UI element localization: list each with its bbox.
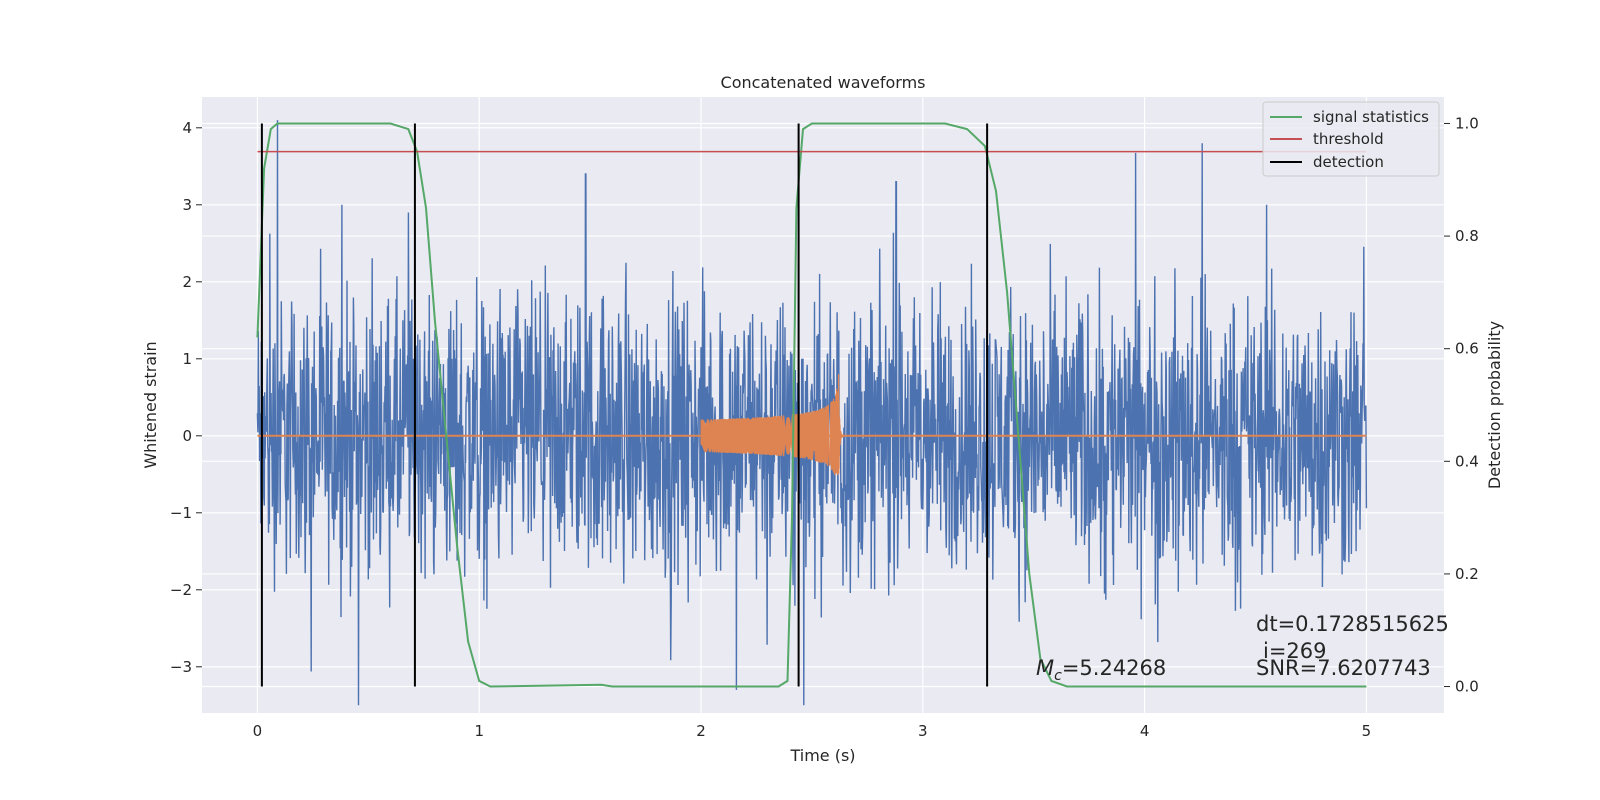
y-tick-label: −1 bbox=[170, 504, 192, 522]
legend-label-statistics: signal statistics bbox=[1313, 108, 1429, 126]
x-axis-label: Time (s) bbox=[789, 746, 855, 765]
detection-series bbox=[260, 123, 989, 687]
y2-tick-label: 1.0 bbox=[1455, 114, 1479, 132]
y-axis-ticks: −3 −2 −1 0 1 2 3 4 bbox=[170, 119, 202, 676]
x-axis-ticks: 0 1 2 3 4 5 bbox=[253, 722, 1371, 740]
snr-annotation: SNR=7.6207743 bbox=[1256, 656, 1431, 680]
legend-label-detection: detection bbox=[1313, 153, 1384, 171]
injected-waveform-series bbox=[257, 374, 1367, 476]
chirp-mass-subscript: c bbox=[1054, 668, 1062, 684]
x-tick-label: 2 bbox=[696, 722, 706, 740]
chart-title: Concatenated waveforms bbox=[721, 73, 926, 92]
x-tick-label: 3 bbox=[918, 722, 928, 740]
annotation-group: Mc=5.24268 dt=0.1728515625 i=269 SNR=7.6… bbox=[1036, 612, 1449, 684]
x-tick-label: 1 bbox=[474, 722, 484, 740]
chirp-mass-annotation: Mc=5.24268 bbox=[1036, 656, 1166, 684]
chirp-mass-symbol: M bbox=[1036, 656, 1054, 680]
y2-axis-label: Detection probability bbox=[1485, 321, 1504, 489]
dt-annotation: dt=0.1728515625 bbox=[1256, 612, 1449, 636]
y2-tick-label: 0.2 bbox=[1455, 565, 1479, 583]
index-annotation: i=269 bbox=[1263, 639, 1327, 663]
noise-series bbox=[256, 120, 1368, 706]
x-tick-label: 4 bbox=[1140, 722, 1150, 740]
legend-label-threshold: threshold bbox=[1313, 130, 1384, 148]
y-axis-label: Whitened strain bbox=[141, 341, 160, 468]
y-tick-label: −3 bbox=[170, 658, 192, 676]
y2-axis-ticks: 0.0 0.2 0.4 0.6 0.8 1.0 bbox=[1444, 114, 1479, 696]
y2-tick-label: 0.8 bbox=[1455, 227, 1479, 245]
y-tick-label: 3 bbox=[182, 196, 192, 214]
signal-line bbox=[700, 374, 846, 476]
x-tick-label: 0 bbox=[253, 722, 263, 740]
y-tick-label: 2 bbox=[182, 273, 192, 291]
y-tick-label: 1 bbox=[182, 350, 192, 368]
statistics-line bbox=[256, 122, 1367, 688]
noise-line bbox=[256, 120, 1368, 706]
legend: signal statistics threshold detection bbox=[1262, 101, 1440, 177]
y2-tick-label: 0.6 bbox=[1455, 340, 1479, 358]
signal-statistics-series bbox=[256, 122, 1367, 688]
y-tick-label: 4 bbox=[182, 119, 192, 137]
chirp-mass-value: =5.24268 bbox=[1062, 656, 1166, 680]
y-tick-label: 0 bbox=[182, 427, 192, 445]
y2-tick-label: 0.0 bbox=[1455, 678, 1479, 696]
y2-tick-label: 0.4 bbox=[1455, 452, 1479, 470]
legend-box bbox=[1262, 101, 1440, 177]
y-tick-label: −2 bbox=[170, 581, 192, 599]
x-tick-label: 5 bbox=[1362, 722, 1372, 740]
